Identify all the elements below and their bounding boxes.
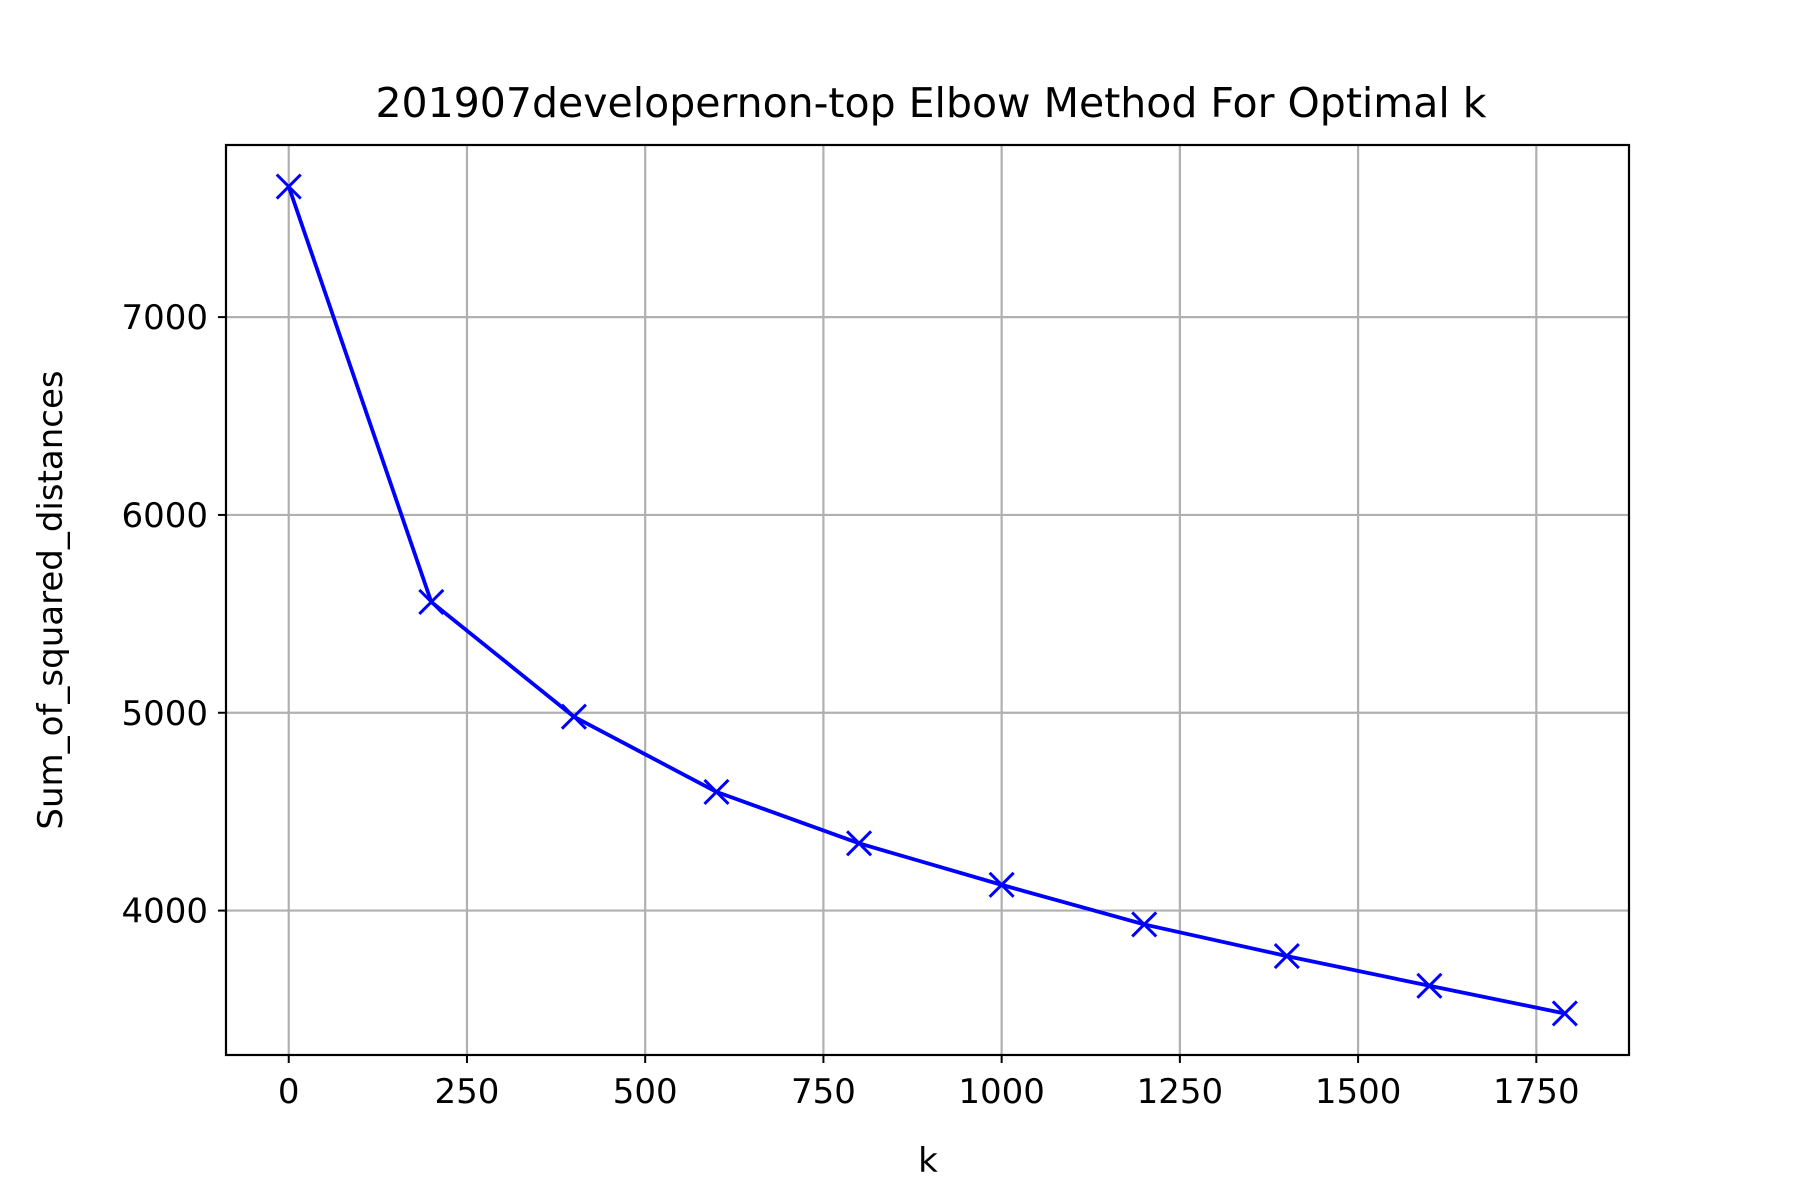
grid	[226, 145, 1629, 1055]
data-point-marker	[1131, 911, 1158, 938]
data-point-marker	[703, 778, 730, 805]
data-point-marker	[1551, 1000, 1578, 1027]
y-tick-label: 6000	[121, 496, 208, 536]
y-tick-label: 7000	[121, 298, 208, 338]
plot-frame	[224, 143, 1631, 1057]
x-axis-label: k	[918, 1141, 938, 1181]
x-tick-label: 0	[278, 1072, 300, 1112]
y-tick-label: 5000	[121, 694, 208, 734]
series-layer	[275, 173, 1578, 1027]
data-point-marker	[846, 830, 873, 857]
y-tick-label: 4000	[121, 892, 208, 932]
x-tick-label: 500	[613, 1072, 678, 1112]
data-point-marker	[560, 703, 587, 730]
series-line	[286, 185, 1566, 1016]
chart-title: 201907developernon-top Elbow Method For …	[375, 79, 1486, 127]
x-tick-label: 750	[791, 1072, 856, 1112]
data-point-marker	[275, 173, 302, 200]
x-tick-label: 1750	[1493, 1072, 1580, 1112]
x-tick-label: 250	[435, 1072, 500, 1112]
data-point-marker	[1273, 943, 1300, 970]
data-point-marker	[988, 871, 1015, 898]
x-tick-label: 1000	[958, 1072, 1045, 1112]
y-axis-label: Sum_of_squared_distances	[31, 370, 71, 829]
x-tick-label: 1250	[1137, 1072, 1224, 1112]
data-point-marker	[418, 588, 445, 616]
axes: 0 250 500 750 1000 1250 1500 1750 4000 5000 6000 70…	[121, 298, 1579, 1112]
data-point-marker	[1416, 972, 1443, 999]
x-tick-label: 1500	[1315, 1072, 1402, 1112]
